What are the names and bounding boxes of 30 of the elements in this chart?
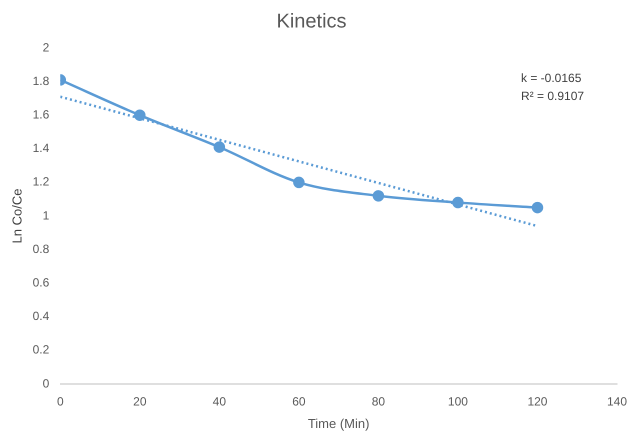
y-tick-label: 0.2	[32, 342, 50, 357]
x-tick-label: 60	[292, 394, 306, 409]
y-tick-label: 1	[42, 208, 50, 222]
y-tick-label: 0.8	[32, 242, 50, 256]
chart-title: Kinetics	[276, 10, 347, 33]
point	[452, 196, 464, 208]
x-tick-label: 120	[527, 394, 548, 409]
y-tick-label: 1.4	[32, 141, 50, 156]
y-tick-label: 0	[42, 376, 50, 390]
point	[372, 190, 384, 202]
annotation: k = -0.0165	[521, 71, 582, 85]
y-tick-label: 1.8	[32, 74, 50, 88]
point	[134, 109, 146, 121]
y-axis-title: Ln Co/Ce	[9, 188, 24, 244]
x-tick-label: 40	[212, 394, 226, 409]
point	[293, 176, 305, 188]
x-tick-label: 80	[372, 394, 386, 409]
x-tick-label: 0	[56, 394, 64, 409]
annotation: R² = 0.9107	[521, 89, 584, 103]
x-tick-label: 100	[448, 394, 468, 409]
x-tick-label: 140	[606, 394, 628, 409]
x-axis-title: Time (Min)	[308, 416, 370, 431]
point	[214, 141, 226, 153]
point	[532, 202, 544, 214]
y-tick-label: 1.2	[32, 174, 50, 189]
y-tick-label: 2	[42, 40, 50, 54]
y-tick-label: 0.6	[32, 276, 50, 290]
x-tick-label: 20	[133, 394, 147, 409]
y-tick-label: 0.4	[32, 309, 50, 324]
y-tick-label: 1.6	[32, 108, 50, 122]
